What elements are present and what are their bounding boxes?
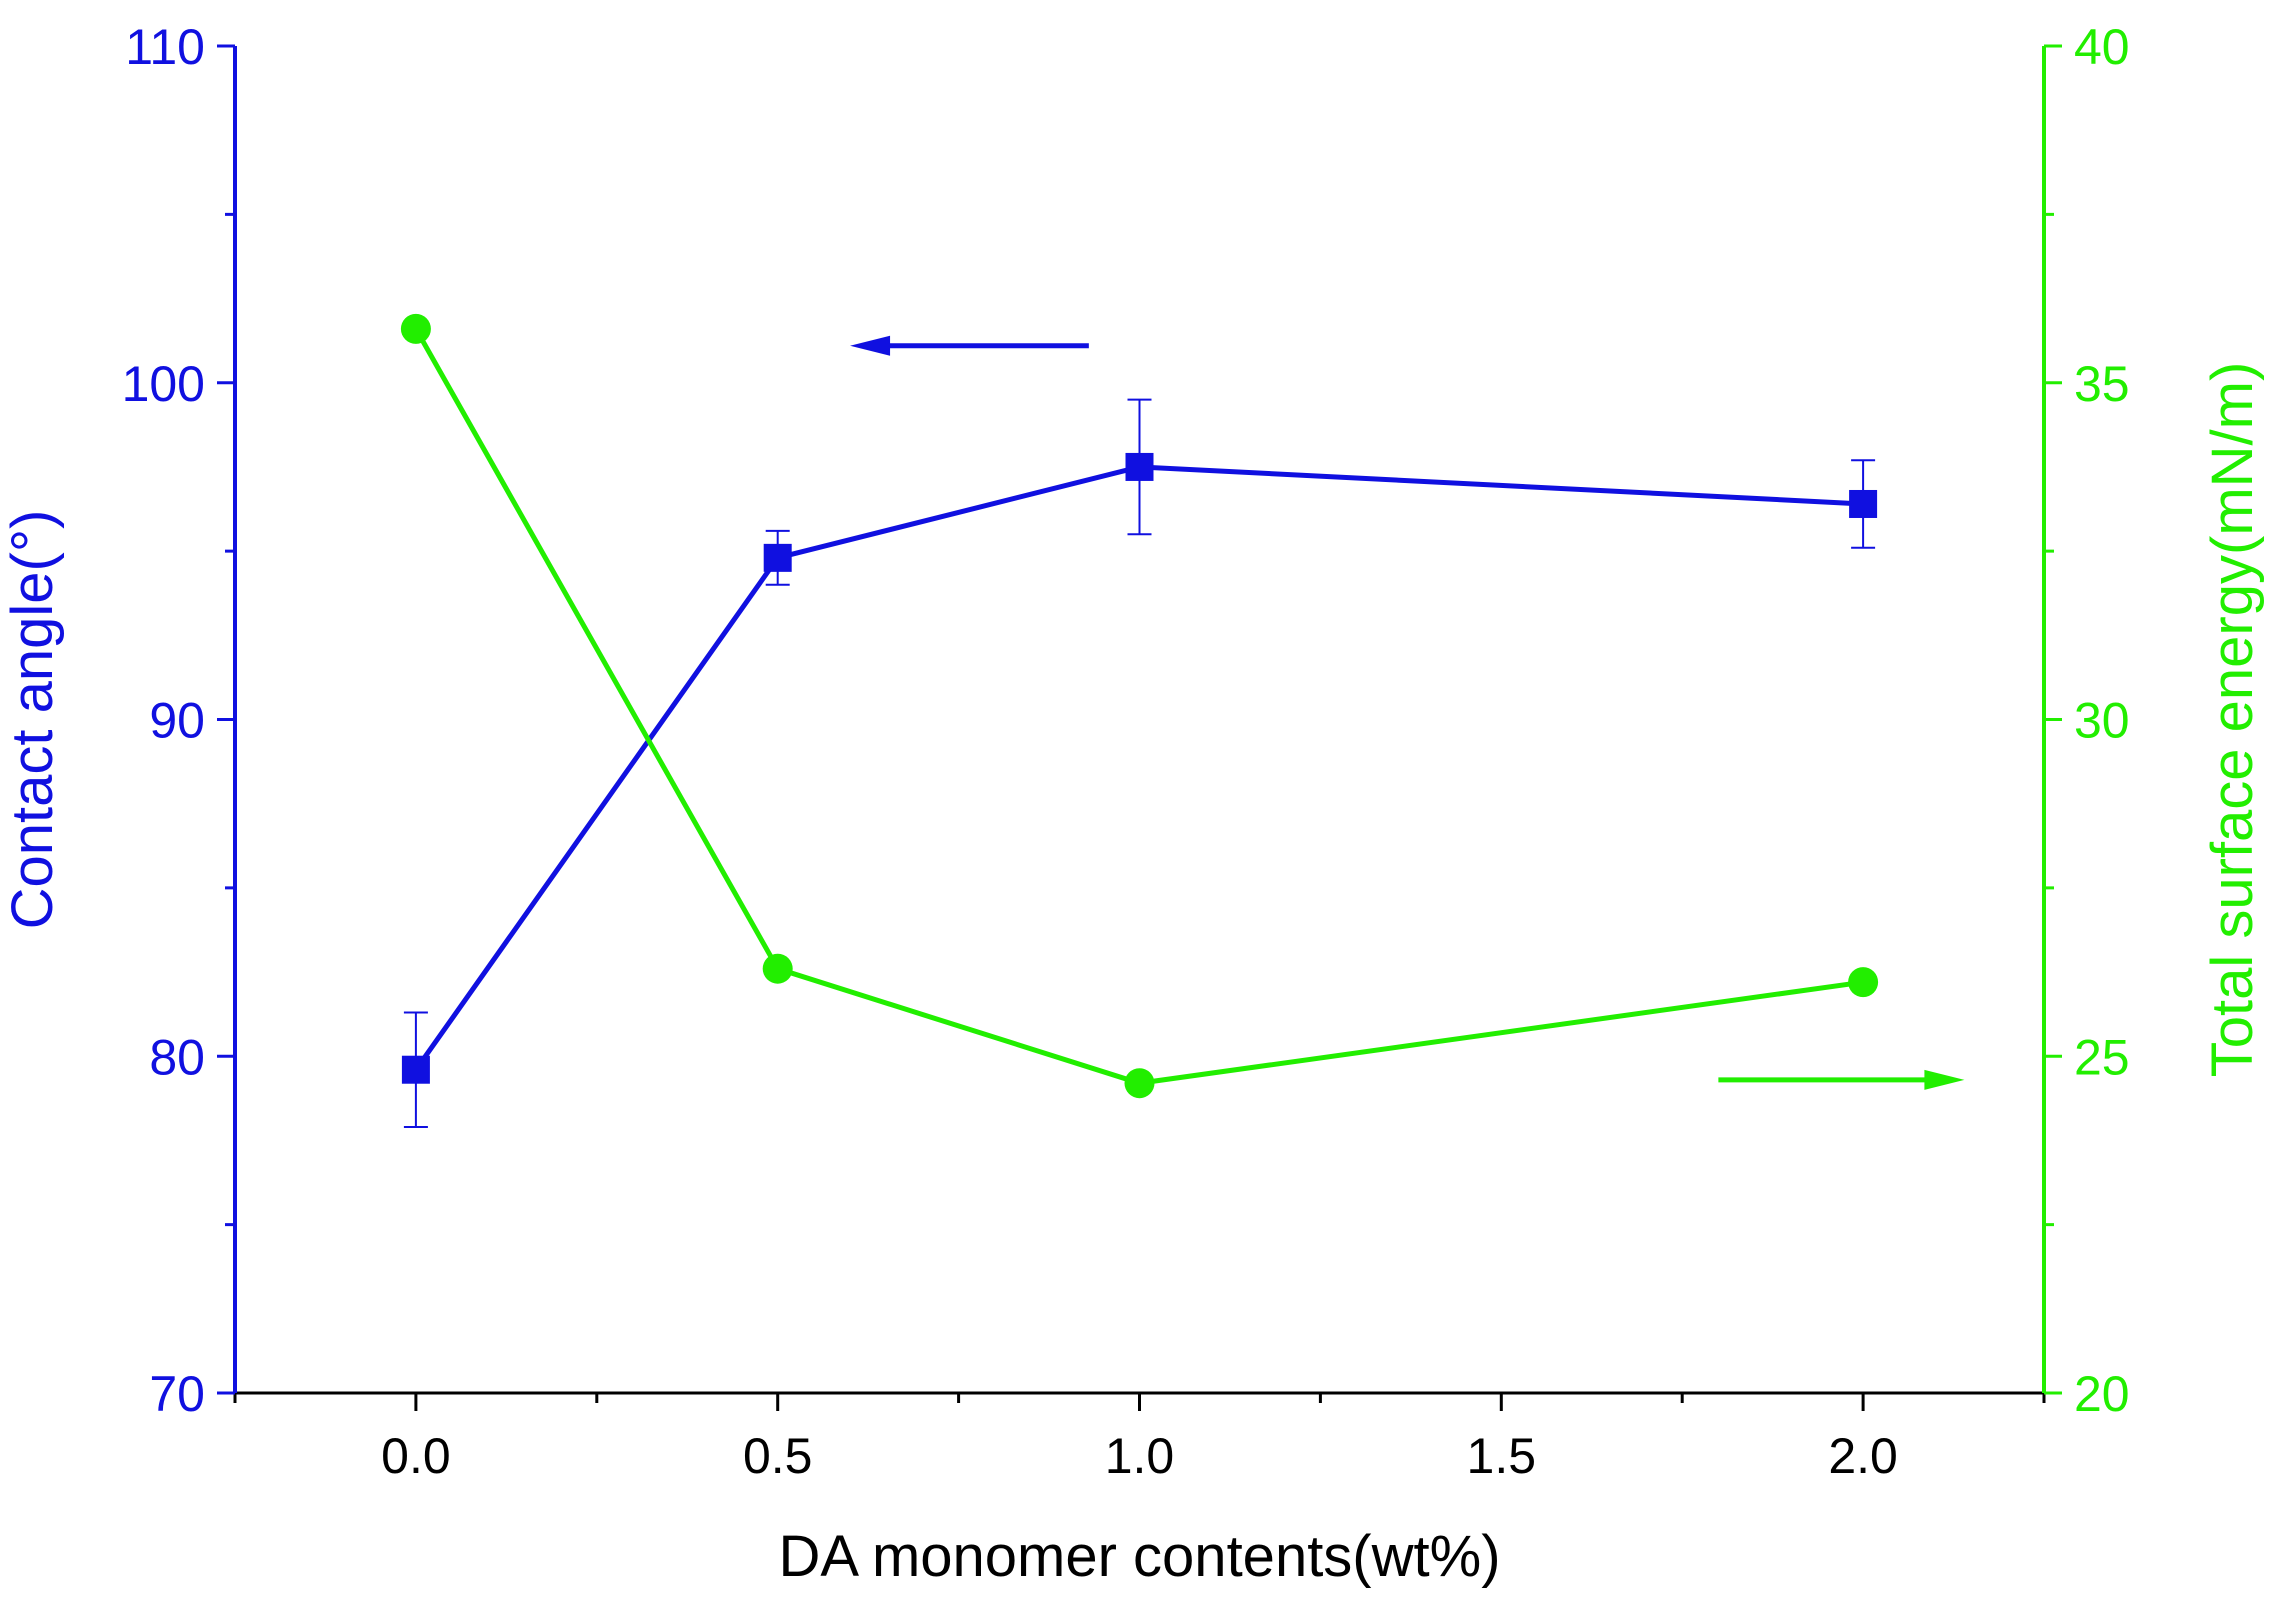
contact-angle-point <box>1849 489 1878 518</box>
y-right-axis-title: Total surface energy(mN/m) <box>2200 362 2265 1078</box>
right-axis-arrow-head <box>1924 1069 1965 1090</box>
y-left-axis: 70 80 90 100 110 <box>122 19 235 1422</box>
surface-energy-point <box>1848 967 1879 998</box>
x-tick-label: 1.0 <box>1105 1428 1175 1484</box>
surface-energy-point <box>400 313 431 344</box>
x-tick-label: 0.0 <box>381 1428 451 1484</box>
y-right-tick-label: 30 <box>2074 693 2130 749</box>
x-tick-label: 2.0 <box>1828 1428 1898 1484</box>
y-left-tick-label: 90 <box>149 693 205 749</box>
y-right-tick-label: 20 <box>2074 1366 2130 1422</box>
y-left-axis-title: Contact angle(°) <box>0 510 65 930</box>
contact-angle-point <box>1125 452 1154 481</box>
y-right-tick-label: 35 <box>2074 356 2130 412</box>
y-left-tick-label: 70 <box>149 1366 205 1422</box>
contact-angle-point <box>763 543 792 572</box>
annotation-layer <box>850 335 1965 1090</box>
y-right-axis: 20 25 30 35 40 <box>2044 19 2130 1422</box>
y-left-tick-label: 110 <box>125 19 205 75</box>
y-right-tick-label: 25 <box>2074 1029 2130 1085</box>
y-left-tick-label: 100 <box>122 356 205 412</box>
surface-energy-point <box>762 953 793 984</box>
plot-frame <box>233 46 2046 1395</box>
x-axis: 0.0 0.5 1.0 1.5 2.0 <box>233 1393 2046 1484</box>
x-tick-label: 1.5 <box>1467 1428 1537 1484</box>
surface-energy-point <box>1124 1068 1155 1099</box>
series-layer <box>400 313 1879 1128</box>
surface-energy-line <box>413 327 1864 1086</box>
contact-angle-line <box>413 464 1864 1072</box>
contact-angle-point <box>401 1055 430 1084</box>
left-axis-arrow-head <box>850 335 891 356</box>
y-left-tick-label: 80 <box>149 1029 205 1085</box>
x-tick-label: 0.5 <box>743 1428 813 1484</box>
x-axis-title: DA monomer contents(wt%) <box>778 1524 1500 1589</box>
y-right-tick-label: 40 <box>2074 19 2130 75</box>
